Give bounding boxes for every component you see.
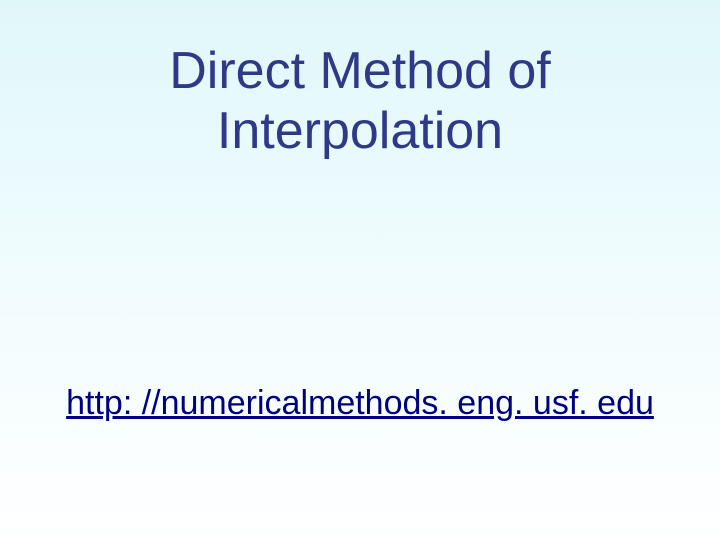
title-line-1: Direct Method of <box>169 42 551 100</box>
title-line-2: Interpolation <box>217 102 503 160</box>
slide-url-link[interactable]: http: //numericalmethods. eng. usf. edu <box>0 384 720 423</box>
slide-title: Direct Method of Interpolation <box>0 42 720 162</box>
url-text: http: //numericalmethods. eng. usf. edu <box>66 384 654 422</box>
